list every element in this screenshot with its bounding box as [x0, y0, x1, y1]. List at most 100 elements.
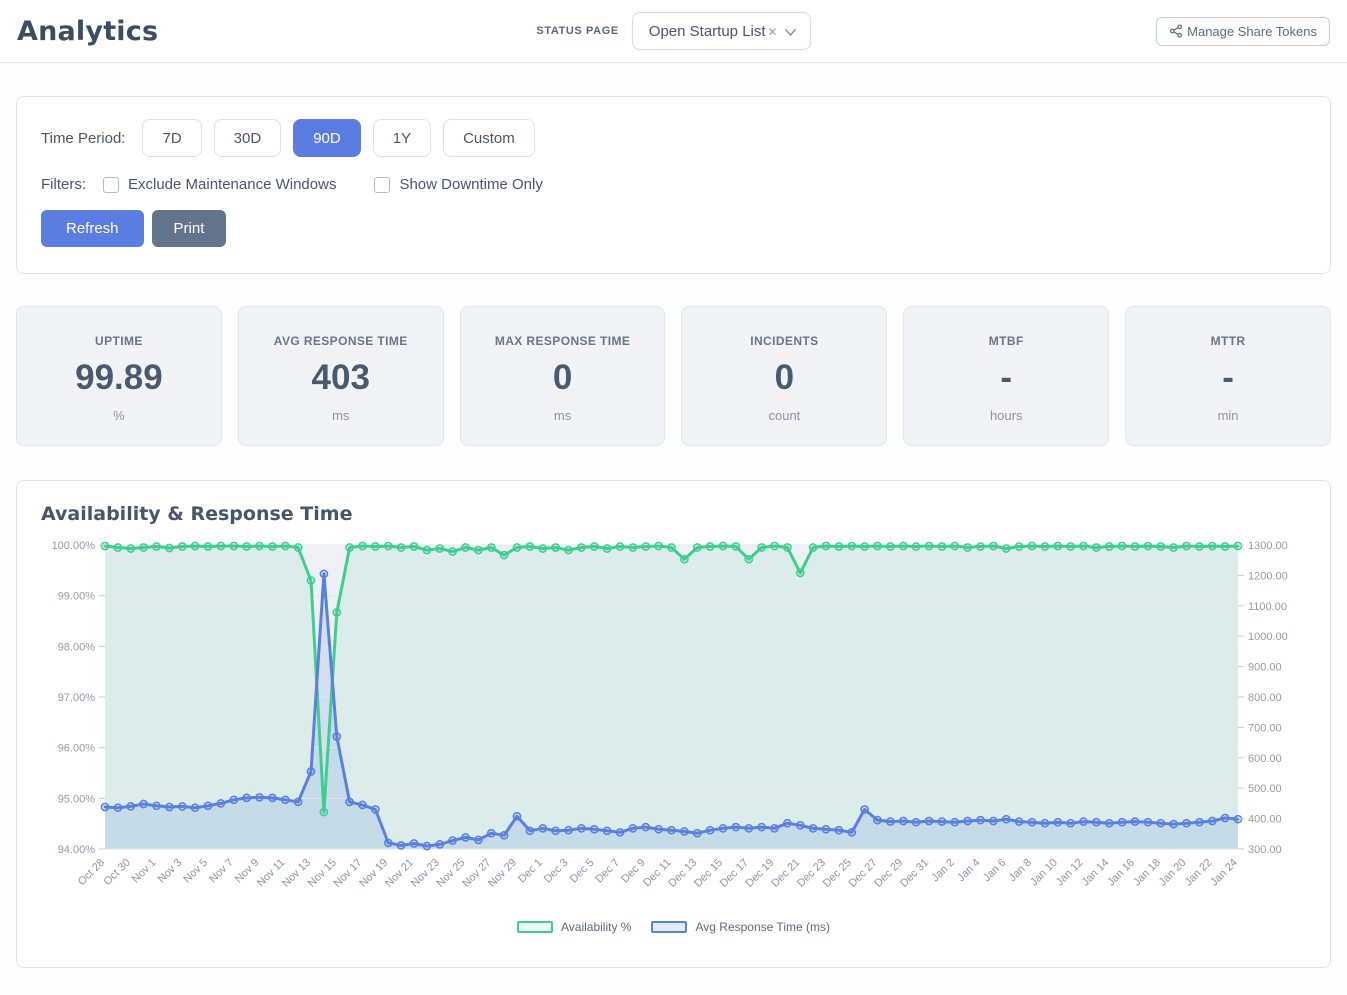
max-response-value: 0 — [552, 358, 573, 397]
refresh-button[interactable]: Refresh — [41, 210, 144, 247]
svg-text:98.00%: 98.00% — [58, 641, 96, 653]
svg-text:94.00%: 94.00% — [58, 844, 96, 856]
chevron-down-icon — [784, 28, 796, 36]
incidents-unit: count — [768, 408, 801, 423]
time-period-custom-button[interactable]: Custom — [443, 119, 535, 157]
svg-text:Dec 7: Dec 7 — [593, 857, 622, 886]
app-header: Analytics STATUS PAGE Open Startup List … — [0, 0, 1347, 63]
time-period-label: Time Period: — [41, 129, 126, 147]
status-page-select[interactable]: Open Startup List ✕ — [631, 12, 811, 50]
svg-text:97.00%: 97.00% — [58, 692, 96, 704]
exclude-maintenance-checkbox[interactable] — [103, 176, 119, 193]
uptime-label: UPTIME — [95, 334, 143, 348]
svg-text:1200.00: 1200.00 — [1248, 570, 1288, 582]
max-response-unit: ms — [553, 408, 572, 423]
svg-text:Nov 29: Nov 29 — [486, 857, 519, 890]
time-period-7d-button[interactable]: 7D — [142, 119, 202, 157]
svg-text:900.00: 900.00 — [1248, 662, 1282, 674]
uptime-unit: % — [113, 408, 125, 423]
legend-availability-label: Availability % — [561, 920, 632, 934]
svg-text:Jan 24: Jan 24 — [1208, 857, 1240, 889]
svg-text:Dec 5: Dec 5 — [568, 857, 597, 886]
time-period-90d-button[interactable]: 90D — [293, 119, 361, 157]
svg-text:Jan 20: Jan 20 — [1157, 857, 1189, 889]
mttr-card: MTTR - min — [1125, 306, 1331, 446]
svg-text:Nov 7: Nov 7 — [207, 857, 236, 886]
stats-row: UPTIME 99.89 % AVG RESPONSE TIME 403 ms … — [16, 306, 1331, 446]
svg-text:800.00: 800.00 — [1248, 692, 1282, 704]
svg-text:1100.00: 1100.00 — [1248, 601, 1287, 613]
incidents-card: INCIDENTS 0 count — [681, 306, 888, 446]
time-period-30d-button[interactable]: 30D — [213, 119, 282, 157]
manage-share-tokens-button[interactable]: Manage Share Tokens — [1156, 16, 1330, 46]
filters-label: Filters: — [41, 176, 86, 193]
svg-text:700.00: 700.00 — [1248, 722, 1282, 734]
svg-text:Jan 4: Jan 4 — [955, 857, 983, 885]
svg-text:Jan 18: Jan 18 — [1131, 857, 1163, 889]
legend-availability: Availability % — [517, 920, 631, 934]
svg-text:100.00%: 100.00% — [52, 540, 96, 552]
svg-text:96.00%: 96.00% — [58, 743, 96, 755]
svg-text:Oct 28: Oct 28 — [76, 857, 107, 888]
availability-response-chart: 94.00% 95.00% 96.00% 97.00% 98.00% 99.00% 100.… — [41, 533, 1306, 920]
response-time-swatch-icon — [651, 921, 688, 933]
uptime-value: 99.89 — [75, 358, 163, 397]
svg-text:99.00%: 99.00% — [58, 591, 96, 603]
status-page-selected-value: Open Startup List — [648, 22, 766, 40]
show-downtime-checkbox[interactable] — [374, 176, 391, 193]
exclude-maintenance-checkbox-group[interactable]: Exclude Maintenance Windows — [103, 176, 336, 193]
chart-legend: Availability % Avg Response Time (ms) — [41, 920, 1306, 934]
avg-response-card: AVG RESPONSE TIME 403 ms — [237, 306, 444, 446]
svg-text:1000.00: 1000.00 — [1248, 631, 1288, 643]
incidents-label: INCIDENTS — [750, 334, 819, 348]
status-page-label: STATUS PAGE — [536, 25, 619, 37]
avg-response-label: AVG RESPONSE TIME — [273, 334, 408, 348]
svg-text:Nov 1: Nov 1 — [130, 857, 159, 886]
availability-swatch-icon — [517, 921, 553, 933]
svg-text:600.00: 600.00 — [1248, 753, 1282, 765]
svg-text:Jan 2: Jan 2 — [929, 857, 957, 885]
mtbf-unit: hours — [989, 408, 1023, 423]
svg-text:1300.00: 1300.00 — [1248, 540, 1288, 552]
svg-text:Jan 16: Jan 16 — [1105, 857, 1137, 889]
max-response-card: MAX RESPONSE TIME 0 ms — [459, 306, 666, 446]
legend-response-time-label: Avg Response Time (ms) — [695, 920, 830, 934]
uptime-card: UPTIME 99.89 % — [16, 306, 222, 446]
svg-text:Jan 10: Jan 10 — [1028, 857, 1060, 889]
svg-text:Jan 22: Jan 22 — [1183, 857, 1215, 889]
svg-text:Jan 6: Jan 6 — [981, 857, 1009, 885]
mttr-unit: min — [1217, 408, 1239, 423]
mttr-value: - — [1222, 358, 1234, 397]
svg-text:95.00%: 95.00% — [58, 793, 96, 805]
show-downtime-label[interactable]: Show Downtime Only — [399, 176, 543, 193]
print-button[interactable]: Print — [151, 210, 227, 247]
svg-text:300.00: 300.00 — [1248, 844, 1282, 856]
svg-text:Dec 31: Dec 31 — [898, 857, 931, 890]
exclude-maintenance-label[interactable]: Exclude Maintenance Windows — [128, 176, 337, 193]
mtbf-label: MTBF — [988, 334, 1024, 348]
clear-selection-icon[interactable]: ✕ — [767, 24, 778, 39]
svg-text:Dec 3: Dec 3 — [542, 857, 571, 886]
chart-canvas: 94.00% 95.00% 96.00% 97.00% 98.00% 99.00% 100.… — [52, 540, 1288, 890]
mtbf-card: MTBF - hours — [903, 306, 1110, 446]
svg-text:Oct 30: Oct 30 — [102, 857, 133, 888]
svg-text:Nov 3: Nov 3 — [156, 857, 185, 886]
manage-share-tokens-label: Manage Share Tokens — [1187, 23, 1317, 39]
chart-title: Availability & Response Time — [41, 503, 353, 525]
avg-response-unit: ms — [332, 408, 350, 423]
avg-response-value: 403 — [311, 358, 370, 397]
incidents-value: 0 — [774, 358, 795, 397]
svg-text:Jan 12: Jan 12 — [1054, 857, 1086, 889]
svg-text:Dec 1: Dec 1 — [516, 857, 545, 886]
share-icon — [1170, 24, 1183, 38]
max-response-label: MAX RESPONSE TIME — [494, 334, 631, 348]
legend-response-time: Avg Response Time (ms) — [651, 920, 830, 934]
show-downtime-checkbox-group[interactable]: Show Downtime Only — [374, 176, 543, 193]
page-title: Analytics — [17, 15, 159, 47]
mttr-label: MTTR — [1210, 334, 1246, 348]
time-period-1y-button[interactable]: 1Y — [372, 119, 432, 157]
svg-text:Jan 14: Jan 14 — [1080, 857, 1112, 889]
svg-text:Nov 5: Nov 5 — [181, 857, 210, 886]
mtbf-value: - — [1000, 358, 1013, 397]
svg-text:400.00: 400.00 — [1248, 814, 1282, 826]
